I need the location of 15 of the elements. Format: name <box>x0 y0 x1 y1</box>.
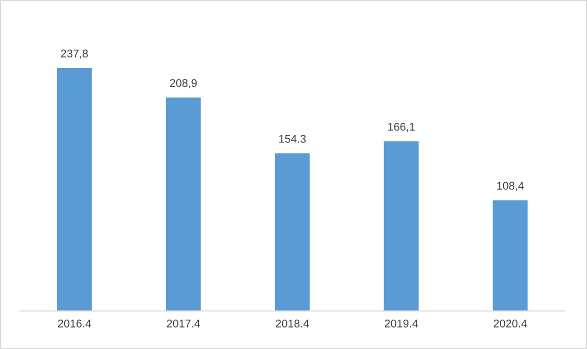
x-tick-label: 2020.4 <box>494 320 527 328</box>
x-tick-label: 2018.4 <box>276 320 309 328</box>
x-tick-label: 2017.4 <box>166 320 200 328</box>
data-label: 208,9 <box>170 79 197 88</box>
bar <box>57 68 92 311</box>
data-label: 237,8 <box>61 50 88 59</box>
data-label: 108,4 <box>497 182 524 191</box>
x-tick-label: 2019.4 <box>384 320 418 328</box>
x-tick-label: 2016.4 <box>58 320 92 328</box>
bar <box>274 153 310 311</box>
bar <box>384 141 419 311</box>
data-label: 154.3 <box>279 134 306 143</box>
data-label: 166,1 <box>388 122 415 132</box>
bar <box>166 98 201 311</box>
bar <box>492 200 528 311</box>
